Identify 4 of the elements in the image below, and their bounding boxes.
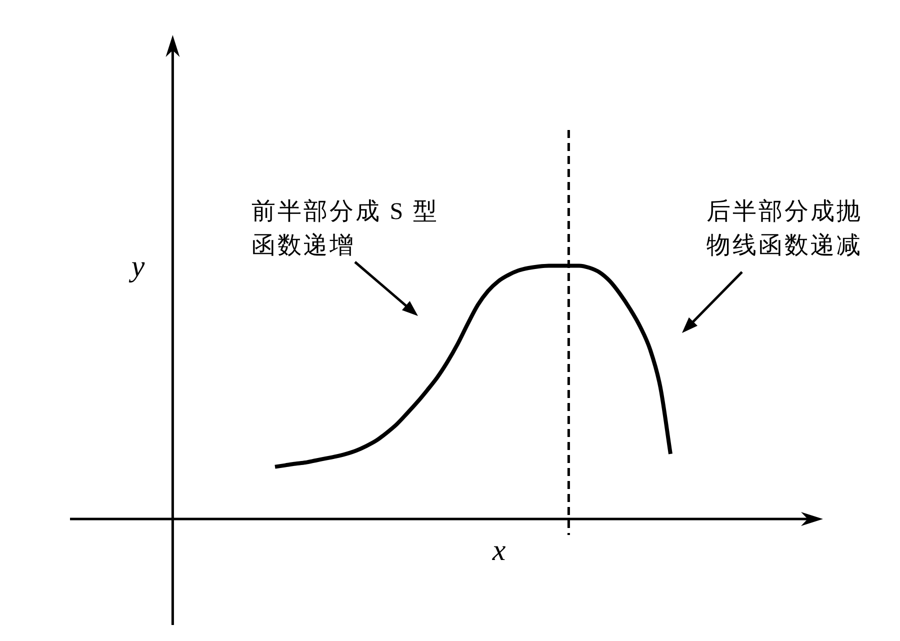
y-axis-title: y xyxy=(128,250,146,283)
annotation: 前半部分成 S 型函数递增 xyxy=(252,199,440,259)
annotation: 后半部分成抛物线函数递减 xyxy=(706,199,863,259)
x-axis-title: x xyxy=(491,534,506,567)
